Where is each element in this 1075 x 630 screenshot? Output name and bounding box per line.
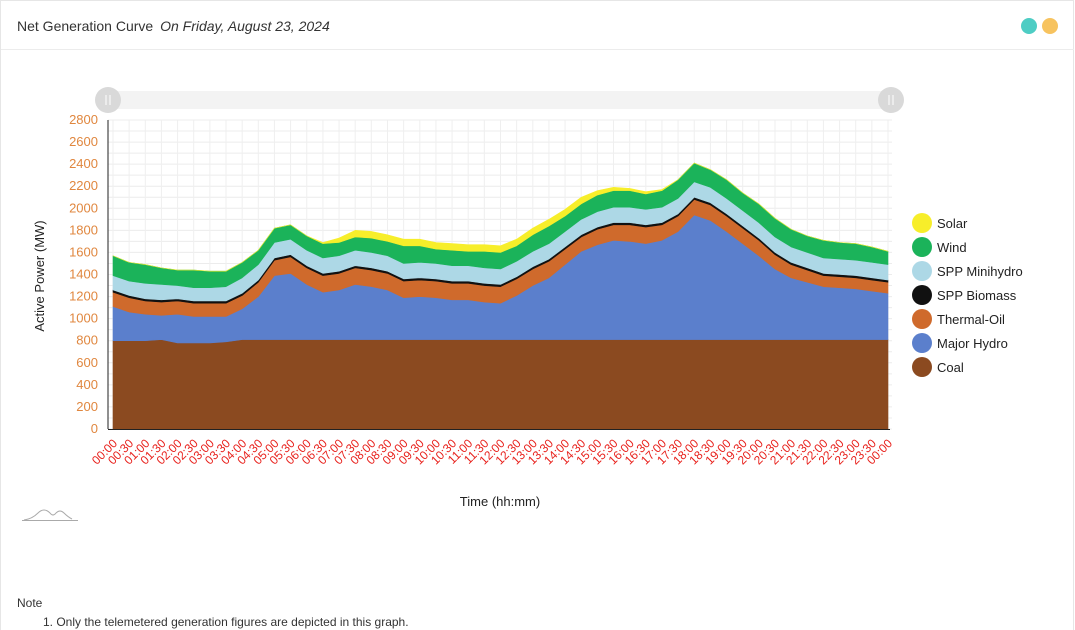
y-tick-label: 1000 (69, 311, 98, 326)
amber-dot-icon[interactable] (1042, 18, 1058, 34)
navigator-track[interactable] (108, 91, 892, 109)
legend-swatch (912, 237, 932, 257)
axes (107, 120, 890, 430)
x-axis-label: Time (hh:mm) (460, 494, 540, 509)
legend-label: Coal (937, 360, 964, 375)
navigator-left-handle[interactable] (95, 87, 121, 113)
legend-label: Solar (937, 216, 968, 231)
y-axis-label: Active Power (MW) (32, 220, 47, 331)
legend-swatch (912, 333, 932, 353)
legend-item-spp-minihydro[interactable]: SPP Minihydro (912, 261, 1023, 281)
legend-item-solar[interactable]: Solar (912, 213, 968, 233)
legend-label: Thermal-Oil (937, 312, 1005, 327)
y-tick-label: 2400 (69, 156, 98, 171)
legend-label: SPP Biomass (937, 288, 1017, 303)
legend-item-coal[interactable]: Coal (912, 357, 964, 377)
area-solar (112, 162, 889, 272)
legend-label: Wind (937, 240, 967, 255)
note-heading: Note (17, 596, 43, 610)
y-tick-label: 1200 (69, 289, 98, 304)
chart-title-text: Net Generation Curve (17, 18, 154, 34)
y-tick-label: 200 (76, 399, 98, 414)
note-item: 1. Only the telemetered generation figur… (43, 615, 409, 629)
series-areas (112, 162, 889, 430)
legend-label: SPP Minihydro (937, 264, 1023, 279)
y-tick-label: 1800 (69, 222, 98, 237)
legend-swatch (912, 261, 932, 281)
y-tick-label: 1400 (69, 267, 98, 282)
reset-zoom-icon[interactable] (22, 505, 80, 523)
card-header: Net Generation Curve On Friday, August 2… (1, 1, 1074, 50)
y-tick-label: 0 (91, 421, 98, 436)
legend-swatch (912, 285, 932, 305)
y-tick-label: 2600 (69, 134, 98, 149)
legend-item-thermal-oil[interactable]: Thermal-Oil (912, 309, 1005, 329)
range-navigator[interactable] (95, 87, 904, 113)
y-tick-label: 1600 (69, 244, 98, 259)
y-tick-label: 600 (76, 355, 98, 370)
legend-label: Major Hydro (937, 336, 1008, 351)
y-tick-label: 2000 (69, 200, 98, 215)
y-tick-label: 2800 (69, 112, 98, 127)
y-tick-labels: 0 200 400 600 800 1000 1200 1400 1600 1800 2000 220… (69, 112, 98, 436)
navigator-right-handle[interactable] (878, 87, 904, 113)
x-tick-labels: 00:0000:3001:0001:3002:0002:3003:0003:30… (89, 436, 895, 467)
legend-item-major-hydro[interactable]: Major Hydro (912, 333, 1008, 353)
legend-swatch (912, 309, 932, 329)
legend-item-wind[interactable]: Wind (912, 237, 967, 257)
teal-dot-icon[interactable] (1021, 18, 1037, 34)
y-tick-label: 800 (76, 333, 98, 348)
chart-title: Net Generation Curve On Friday, August 2… (17, 18, 330, 34)
y-tick-label: 400 (76, 377, 98, 392)
legend-swatch (912, 213, 932, 233)
legend-swatch (912, 357, 932, 377)
chart-date: On Friday, August 23, 2024 (160, 18, 330, 34)
legend: Solar Wind SPP Minihydro SPP Biomass Thermal… (912, 213, 1023, 377)
y-tick-label: 2200 (69, 178, 98, 193)
legend-item-spp-biomass[interactable]: SPP Biomass (912, 285, 1017, 305)
net-generation-chart: 0 200 400 600 800 1000 1200 1400 1600 1800 2000 220… (32, 87, 1023, 509)
area-coal (112, 339, 889, 430)
